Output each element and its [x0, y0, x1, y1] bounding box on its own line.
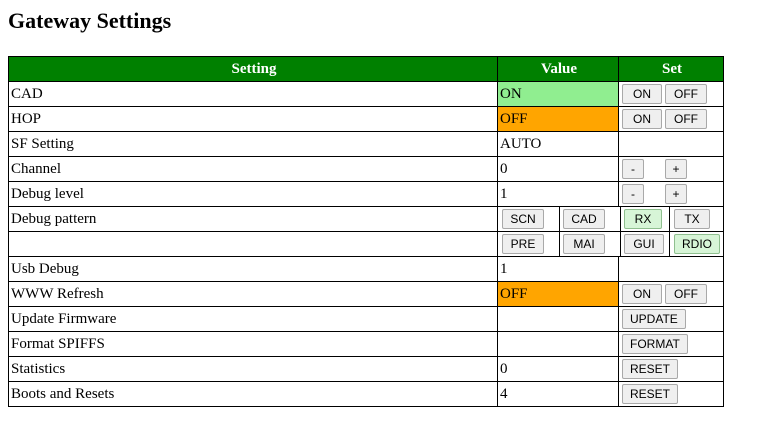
pattern-cell: TX — [670, 208, 723, 231]
hop-value: OFF — [497, 106, 619, 132]
cad-on-button[interactable]: ON — [622, 84, 662, 104]
pattern-mai-button[interactable]: MAI — [563, 234, 605, 254]
table-header-row: Setting Value Set — [8, 56, 770, 82]
www-refresh-set-cell: ON OFF — [618, 281, 724, 307]
row-debug-pattern: Debug pattern SCN CAD RX TX — [8, 206, 770, 232]
row-statistics: Statistics 0 RESET — [8, 356, 770, 382]
debug-level-decrement-button[interactable]: - — [622, 184, 644, 204]
pattern-tx-button[interactable]: TX — [674, 209, 710, 229]
boots-resets-set-cell: RESET — [618, 381, 724, 407]
statistics-reset-button[interactable]: RESET — [622, 359, 679, 379]
debug-level-value: 1 — [497, 181, 619, 207]
row-channel: Channel 0 - + — [8, 156, 770, 182]
hop-set-cell: ON OFF — [618, 106, 724, 132]
statistics-set-cell: RESET — [618, 356, 724, 382]
header-value: Value — [497, 56, 619, 82]
channel-set-cell: - + — [618, 156, 724, 182]
row-label: Channel — [8, 156, 498, 182]
pattern-gui-button[interactable]: GUI — [624, 234, 664, 254]
update-firmware-set-cell: UPDATE — [618, 306, 724, 332]
header-set: Set — [618, 56, 724, 82]
boots-resets-reset-button[interactable]: RESET — [622, 384, 679, 404]
usb-debug-set-cell — [618, 256, 724, 282]
pattern-cell: MAI — [560, 232, 621, 256]
row-label: Boots and Resets — [8, 381, 498, 407]
hop-on-button[interactable]: ON — [622, 109, 662, 129]
hop-off-button[interactable]: OFF — [665, 109, 707, 129]
row-label: Statistics — [8, 356, 498, 382]
debug-level-set-cell: - + — [618, 181, 724, 207]
pattern-cell: PRE — [499, 232, 560, 256]
pattern-rx-button[interactable]: RX — [624, 209, 662, 229]
settings-table: Setting Value Set CAD ON ON OFF HOP OFF O… — [8, 56, 770, 407]
pattern-cell: SCN — [499, 207, 560, 231]
statistics-value: 0 — [497, 356, 619, 382]
boots-resets-value: 4 — [497, 381, 619, 407]
row-label: HOP — [8, 106, 498, 132]
row-boots-resets: Boots and Resets 4 RESET — [8, 381, 770, 407]
page-title: Gateway Settings — [8, 8, 172, 33]
row-sf-setting: SF Setting AUTO — [8, 131, 770, 157]
pattern-scn-button[interactable]: SCN — [502, 209, 544, 229]
format-spiffs-button[interactable]: FORMAT — [622, 334, 688, 354]
row-label: WWW Refresh — [8, 281, 498, 307]
sf-set-cell — [618, 131, 724, 157]
row-label: Format SPIFFS — [8, 331, 498, 357]
cad-off-button[interactable]: OFF — [665, 84, 707, 104]
update-firmware-value — [497, 306, 619, 332]
usb-debug-value: 1 — [497, 256, 619, 282]
sf-value: AUTO — [497, 131, 619, 157]
row-usb-debug: Usb Debug 1 — [8, 256, 770, 282]
www-refresh-off-button[interactable]: OFF — [665, 284, 707, 304]
row-label: Usb Debug — [8, 256, 498, 282]
channel-decrement-button[interactable]: - — [622, 159, 644, 179]
row-www-refresh: WWW Refresh OFF ON OFF — [8, 281, 770, 307]
row-format-spiffs: Format SPIFFS FORMAT — [8, 331, 770, 357]
pattern-cell: RX — [621, 207, 670, 231]
pattern-rdio-button[interactable]: RDIO — [674, 234, 720, 254]
pattern-cell: GUI — [621, 232, 670, 256]
pattern-cell: CAD — [560, 207, 621, 231]
cad-set-cell: ON OFF — [618, 81, 724, 107]
debug-pattern-cells: SCN CAD RX TX — [497, 206, 724, 232]
update-firmware-button[interactable]: UPDATE — [622, 309, 686, 329]
row-debug-pattern-2: PRE MAI GUI RDIO — [8, 231, 770, 257]
row-hop: HOP OFF ON OFF — [8, 106, 770, 132]
row-debug-level: Debug level 1 - + — [8, 181, 770, 207]
header-setting: Setting — [8, 56, 498, 82]
channel-value: 0 — [497, 156, 619, 182]
cad-value: ON — [497, 81, 619, 107]
debug-pattern-cells-2: PRE MAI GUI RDIO — [497, 231, 724, 257]
debug-level-increment-button[interactable]: + — [665, 184, 687, 204]
row-label: CAD — [8, 81, 498, 107]
pattern-cad-button[interactable]: CAD — [563, 209, 605, 229]
pattern-pre-button[interactable]: PRE — [502, 234, 544, 254]
pattern-cell: RDIO — [670, 233, 723, 256]
format-spiffs-value — [497, 331, 619, 357]
format-spiffs-set-cell: FORMAT — [618, 331, 724, 357]
www-refresh-value: OFF — [497, 281, 619, 307]
row-label-empty — [8, 231, 498, 257]
channel-increment-button[interactable]: + — [665, 159, 687, 179]
row-label: Update Firmware — [8, 306, 498, 332]
row-label: SF Setting — [8, 131, 498, 157]
www-refresh-on-button[interactable]: ON — [622, 284, 662, 304]
row-label: Debug pattern — [8, 206, 498, 232]
row-cad: CAD ON ON OFF — [8, 81, 770, 107]
row-update-firmware: Update Firmware UPDATE — [8, 306, 770, 332]
row-label: Debug level — [8, 181, 498, 207]
